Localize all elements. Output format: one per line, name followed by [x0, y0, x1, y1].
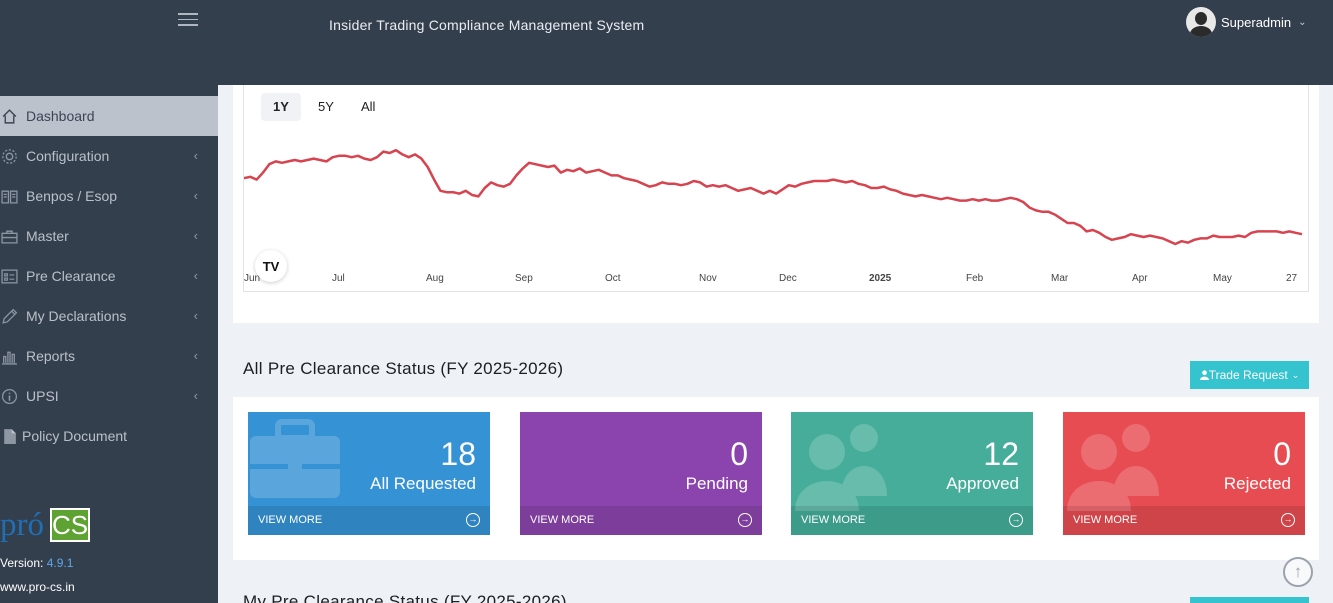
status-count: 12 — [983, 436, 1019, 472]
chevron-left-icon: ‹ — [193, 348, 198, 363]
version-info: Version: 4.9.1 — [0, 556, 74, 570]
grid-icon — [0, 256, 22, 296]
status-card-rejected: 0 Rejected VIEW MORE → — [1063, 412, 1305, 535]
status-count: 0 — [1273, 436, 1291, 472]
status-card-all-requested: 18 All Requested VIEW MORE → — [248, 412, 490, 535]
user-icon — [1199, 370, 1209, 380]
view-more-link[interactable]: VIEW MORE → — [248, 506, 490, 535]
sidebar-item-label: Configuration — [26, 148, 110, 164]
arrow-right-circle-icon: → — [738, 513, 752, 527]
top-header: Insider Trading Compliance Management Sy… — [0, 0, 1333, 85]
arrow-right-circle-icon: → — [1281, 513, 1295, 527]
range-button-all[interactable]: All — [361, 99, 376, 114]
sidebar-item-upsi[interactable]: UPSI ‹ — [0, 376, 218, 416]
users-icon — [1067, 424, 1159, 511]
user-name: Superadmin — [1221, 14, 1292, 30]
x-tick-label: May — [1213, 273, 1232, 284]
briefcase-icon — [250, 419, 340, 498]
sidebar-item-label: UPSI — [26, 388, 59, 404]
sidebar-item-label: Policy Document — [22, 428, 128, 444]
home-icon — [0, 96, 22, 136]
section-title: All Pre Clearance Status (FY 2025-2026) — [243, 359, 564, 378]
status-card-pending: 0 Pending VIEW MORE → — [520, 412, 762, 535]
chevron-left-icon: ‹ — [193, 268, 198, 283]
status-label: Rejected — [1223, 474, 1291, 493]
sidebar-item-label: Dashboard — [26, 108, 95, 124]
status-cards-panel: 18 All Requested VIEW MORE → 0 Pending VI… — [233, 397, 1319, 560]
status-card-approved: 12 Approved VIEW MORE → — [791, 412, 1033, 535]
trade-request-button[interactable] — [1190, 597, 1309, 603]
user-menu[interactable]: Superadmin ⌄ — [1186, 7, 1307, 37]
x-tick-label: Nov — [699, 273, 717, 284]
trade-request-button[interactable]: Trade Request ⌄ — [1190, 361, 1309, 389]
sidebar-item-policy-document[interactable]: Policy Document — [0, 416, 218, 456]
scroll-to-top-button[interactable]: ↑ — [1283, 557, 1313, 587]
gear-icon — [0, 136, 22, 176]
x-tick-label: Sep — [515, 273, 533, 284]
x-tick-label: Aug — [426, 273, 444, 284]
x-tick-label: Apr — [1132, 273, 1148, 284]
stock-chart-panel: Jun Jul Aug Sep Oct Nov Dec 2025 Feb Mar Apr May 27 … — [233, 85, 1319, 323]
website-link[interactable]: www.pro-cs.in — [0, 580, 75, 594]
status-label: Pending — [685, 474, 748, 493]
chevron-left-icon: ‹ — [193, 188, 198, 203]
price-line — [244, 148, 1303, 246]
sidebar-item-my-declarations[interactable]: My Declarations ‹ — [0, 296, 218, 336]
chevron-down-icon: ⌄ — [1298, 16, 1307, 28]
bar-chart-icon — [0, 336, 22, 376]
arrow-right-circle-icon: → — [466, 513, 480, 527]
chevron-left-icon: ‹ — [193, 388, 198, 403]
sidebar-item-label: Pre Clearance — [26, 268, 116, 284]
x-tick-label: Feb — [966, 273, 984, 284]
view-more-link[interactable]: VIEW MORE → — [520, 506, 762, 535]
file-icon — [0, 416, 18, 456]
x-tick-label: Mar — [1051, 273, 1069, 284]
avatar — [1186, 7, 1216, 37]
sidebar-item-reports[interactable]: Reports ‹ — [0, 336, 218, 376]
sidebar-item-master[interactable]: Master ‹ — [0, 216, 218, 256]
info-icon — [0, 376, 22, 416]
briefcase-icon — [0, 216, 22, 256]
chart-canvas: Jun Jul Aug Sep Oct Nov Dec 2025 Feb Mar Apr May 27 — [244, 148, 1303, 284]
sidebar-item-label: Master — [26, 228, 69, 244]
section-title: My Pre Clearance Status (FY 2025-2026) — [243, 592, 567, 603]
view-more-link[interactable]: VIEW MORE → — [791, 506, 1033, 535]
x-tick-label: 27 — [1286, 273, 1298, 284]
sidebar: Dashboard Configuration ‹ Benpos / Esop … — [0, 85, 218, 603]
book-icon — [0, 176, 22, 216]
procs-logo: pró CS — [0, 507, 90, 543]
sidebar-item-label: My Declarations — [26, 308, 127, 324]
chevron-left-icon: ‹ — [193, 228, 198, 243]
status-count: 0 — [730, 436, 748, 472]
status-label: Approved — [946, 474, 1019, 493]
range-button-5y[interactable]: 5Y — [318, 99, 334, 114]
sidebar-item-pre-clearance[interactable]: Pre Clearance ‹ — [0, 256, 218, 296]
x-tick-label: Dec — [779, 273, 797, 284]
x-tick-label: 2025 — [869, 273, 892, 284]
app-title: Insider Trading Compliance Management Sy… — [329, 17, 645, 33]
sidebar-item-benpos-esop[interactable]: Benpos / Esop ‹ — [0, 176, 218, 216]
view-more-link[interactable]: VIEW MORE → — [1063, 506, 1305, 535]
x-tick-label: Jun — [244, 273, 260, 284]
sidebar-item-configuration[interactable]: Configuration ‹ — [0, 136, 218, 176]
arrow-right-circle-icon: → — [1009, 513, 1023, 527]
menu-toggle-icon[interactable] — [178, 13, 198, 27]
sidebar-item-label: Benpos / Esop — [26, 188, 118, 204]
range-button-1y[interactable]: 1Y — [261, 93, 301, 121]
users-icon — [795, 424, 887, 511]
sidebar-item-dashboard[interactable]: Dashboard — [0, 96, 218, 136]
x-tick-label: Oct — [605, 273, 621, 284]
x-tick-label: Jul — [332, 273, 345, 284]
pencil-icon — [0, 296, 22, 336]
chevron-down-icon: ⌄ — [1291, 369, 1300, 380]
status-label: All Requested — [370, 474, 476, 493]
sidebar-item-label: Reports — [26, 348, 76, 364]
status-count: 18 — [440, 436, 476, 472]
chevron-left-icon: ‹ — [193, 308, 198, 323]
stock-chart: Jun Jul Aug Sep Oct Nov Dec 2025 Feb Mar Apr May 27 … — [243, 85, 1309, 292]
tradingview-logo-icon[interactable]: TV — [255, 250, 287, 282]
chevron-left-icon: ‹ — [193, 148, 198, 163]
